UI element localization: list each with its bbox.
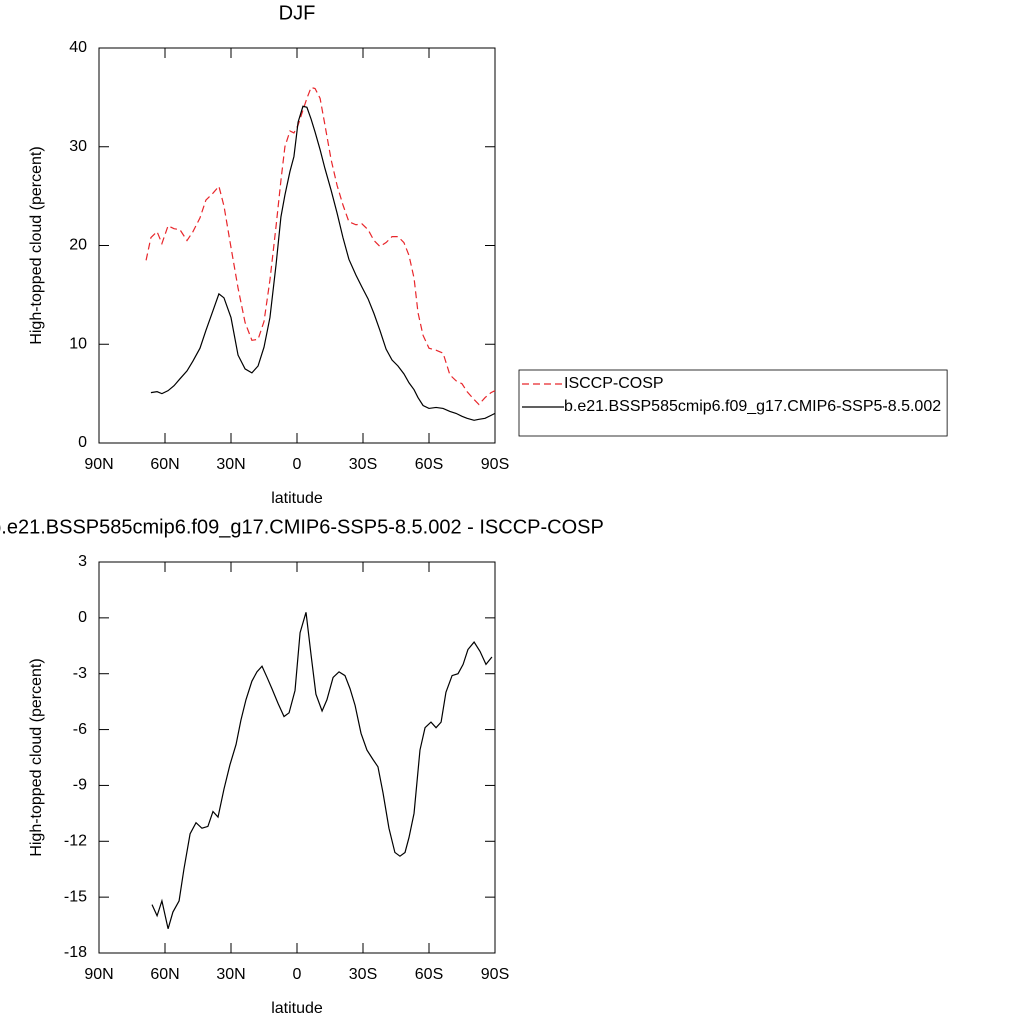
- x-tick-label: 90S: [481, 456, 509, 473]
- y-tick-label: 3: [78, 553, 87, 570]
- x-tick-label: 30N: [216, 966, 245, 983]
- y-tick-label: 40: [69, 39, 87, 56]
- x-tick-label: 30S: [349, 966, 377, 983]
- y-tick-label: 20: [69, 237, 87, 254]
- x-tick-label: 0: [293, 966, 302, 983]
- legend-label: ISCCP-COSP: [564, 375, 664, 392]
- x-tick-label: 90N: [84, 966, 113, 983]
- chart-title: b.e21.BSSP585cmip6.f09_g17.CMIP6-SSP5-8.…: [0, 516, 604, 538]
- y-axis-label: High-topped cloud (percent): [28, 658, 45, 856]
- plot-frame: [98, 47, 496, 444]
- x-tick-label: 90N: [84, 456, 113, 473]
- legend-label: b.e21.BSSP585cmip6.f09_g17.CMIP6-SSP5-8.…: [564, 398, 941, 415]
- x-tick-label: 60N: [150, 966, 179, 983]
- x-tick-label: 30S: [349, 456, 377, 473]
- x-tick-label: 0: [293, 456, 302, 473]
- legend-box: [518, 369, 948, 437]
- y-tick-label: 30: [69, 138, 87, 155]
- data-line: [150, 105, 496, 421]
- y-tick-label: 0: [78, 434, 87, 451]
- x-axis-label: latitude: [271, 490, 323, 507]
- y-tick-label: -18: [64, 944, 87, 961]
- x-tick-label: 30N: [216, 456, 245, 473]
- x-tick-label: 90S: [481, 966, 509, 983]
- y-axis-label: High-topped cloud (percent): [28, 146, 45, 344]
- y-tick-label: -15: [64, 888, 87, 905]
- data-line: [151, 612, 493, 929]
- y-tick-label: 0: [78, 609, 87, 626]
- chart-title: DJF: [279, 2, 316, 24]
- x-tick-label: 60N: [150, 456, 179, 473]
- x-tick-label: 60S: [415, 456, 443, 473]
- y-tick-label: 10: [69, 335, 87, 352]
- x-tick-label: 60S: [415, 966, 443, 983]
- y-tick-label: -6: [73, 721, 87, 738]
- y-tick-label: -12: [64, 833, 87, 850]
- plot-frame: [98, 561, 496, 954]
- y-tick-label: -9: [73, 777, 87, 794]
- y-tick-label: -3: [73, 665, 87, 682]
- x-axis-label: latitude: [271, 1000, 323, 1017]
- data-line: [145, 86, 496, 406]
